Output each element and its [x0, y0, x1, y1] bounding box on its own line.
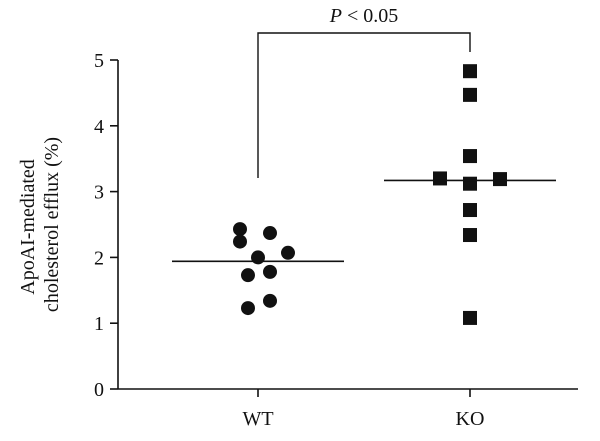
- data-point-wt: [263, 293, 277, 308]
- y-tick-label: 1: [94, 313, 104, 335]
- data-point-wt: [251, 250, 265, 265]
- y-tick-label: 5: [94, 50, 104, 72]
- x-tick-label-wt: WT: [242, 408, 273, 430]
- significance-annotation: P < 0.05: [257, 5, 471, 178]
- y-tick-label: 3: [94, 182, 104, 204]
- data-point-ko: [493, 172, 507, 187]
- y-axis-label: ApoAI-mediated cholesterol efflux (%): [17, 137, 63, 312]
- data-point-wt: [241, 301, 255, 316]
- data-point-ko: [463, 203, 477, 218]
- data-point-wt: [281, 245, 295, 260]
- x-tick-label-ko: KO: [456, 408, 485, 430]
- data-point-ko: [463, 87, 477, 102]
- data-point-ko: [433, 171, 447, 186]
- mean-lines: [172, 179, 556, 263]
- y-tick-label: 4: [94, 116, 104, 138]
- p-threshold: < 0.05: [342, 5, 398, 27]
- significance-label: P < 0.05: [329, 5, 399, 27]
- data-point-wt: [263, 264, 277, 279]
- p-symbol: P: [329, 5, 342, 27]
- data-point-ko: [463, 64, 477, 79]
- y-tick-label: 0: [94, 379, 104, 401]
- data-marks: [233, 64, 507, 325]
- data-point-ko: [463, 228, 477, 243]
- y-axis-label-line-1: ApoAI-mediated: [17, 159, 39, 295]
- data-point-wt: [241, 268, 255, 283]
- axes: [117, 60, 578, 390]
- data-point-ko: [463, 310, 477, 325]
- y-axis-label-line-2: cholesterol efflux (%): [41, 137, 63, 312]
- data-point-wt: [263, 226, 277, 241]
- data-point-ko: [463, 176, 477, 191]
- data-point-wt: [233, 222, 247, 237]
- data-point-ko: [463, 149, 477, 164]
- data-point-wt: [233, 234, 247, 249]
- significance-bracket: [257, 32, 471, 178]
- y-tick-label: 2: [94, 247, 104, 269]
- x-ticks: WT KO: [242, 389, 484, 430]
- y-ticks: 0 1 2 3 4 5: [94, 50, 118, 401]
